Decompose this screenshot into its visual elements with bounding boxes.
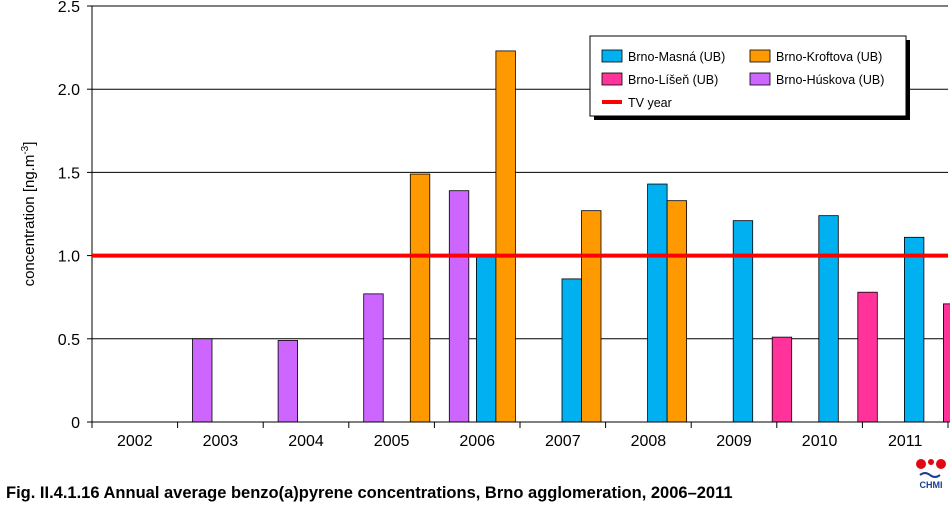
bar [448, 190, 470, 423]
bar [192, 338, 213, 423]
x-tick-label: 2005 [374, 433, 410, 450]
legend-swatch [749, 49, 771, 63]
bar [561, 278, 582, 423]
logo-red-dot-center [928, 459, 934, 465]
bar [904, 236, 925, 423]
bar [943, 303, 950, 423]
x-tick-label: 2007 [545, 433, 581, 450]
bar [277, 340, 299, 423]
x-tick-label: 2004 [288, 433, 324, 450]
legend-label: Brno-Kroftova (UB) [776, 50, 882, 64]
bar [363, 293, 384, 423]
x-tick-label: 2011 [888, 433, 923, 450]
bar [857, 291, 878, 423]
legend-label: Brno-Húskova (UB) [776, 73, 884, 87]
y-tick-label: 1.5 [58, 165, 80, 182]
bar [475, 255, 497, 423]
chart: 00.51.01.52.02.5 2002 2003 2004 2005 2006 200… [20, 0, 950, 450]
logo-text: CHMI [920, 480, 943, 490]
x-tick-label: 2010 [802, 433, 838, 450]
legend-swatch [601, 49, 623, 63]
bar [818, 215, 839, 423]
legend-label: TV year [628, 96, 672, 110]
y-tick-label: 0.5 [58, 332, 80, 349]
legend: Brno-Masná (UB) Brno-Kroftova (UB) Brno-Lí… [589, 35, 910, 120]
y-tick-label: 0 [71, 415, 80, 432]
x-tick-label: 2008 [631, 433, 667, 450]
bar [771, 336, 793, 423]
y-tick-label: 2.0 [58, 82, 80, 99]
x-tick-label: 2002 [117, 433, 153, 450]
legend-box [589, 35, 907, 117]
chmi-logo: CHMI [916, 459, 946, 490]
y-axis-label: concentration [ng.m-3] [20, 142, 38, 287]
bar [495, 50, 516, 423]
logo-red-dot-right [936, 459, 946, 469]
x-tick-label: 2009 [716, 433, 752, 450]
bar [581, 210, 602, 423]
y-tick-label: 2.5 [58, 0, 80, 16]
bar [409, 173, 431, 423]
x-tick-labels: 2002 2003 2004 2005 2006 2007 2008 2009 2010 2011 [117, 433, 923, 450]
legend-swatch [749, 72, 771, 86]
logo-red-dot-left [916, 459, 926, 469]
legend-swatch [601, 72, 623, 86]
legend-label: Brno-Masná (UB) [628, 50, 725, 64]
y-tick-label: 1.0 [58, 249, 80, 266]
logo-wave-icon [919, 472, 941, 478]
figure-caption: Fig. II.4.1.16 Annual average benzo(a)py… [6, 484, 733, 502]
legend-label: Brno-Líšeň (UB) [628, 73, 718, 87]
x-tick-label: 2003 [203, 433, 239, 450]
bar [666, 200, 687, 423]
x-tick-label: 2006 [459, 433, 495, 450]
bar [732, 220, 754, 423]
y-tick-labels: 0 0.5 1.0 1.5 2.0 2.5 [58, 0, 80, 432]
axes [91, 6, 949, 428]
bar [647, 183, 668, 423]
